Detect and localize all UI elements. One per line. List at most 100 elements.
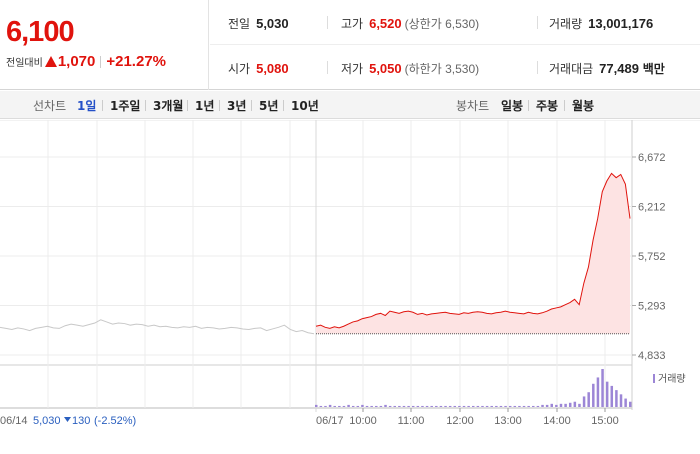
volume-bar <box>513 405 517 407</box>
volume-bar <box>522 405 526 407</box>
divider <box>219 100 220 111</box>
price-chart-svg: 6,672 6,212 5,752 5,293 4,833 06/14 06/17 10:0… <box>0 119 700 427</box>
stat-label: 고가 <box>341 17 364 31</box>
x-tick-label: 13:00 <box>494 415 522 427</box>
volume-bar <box>555 404 558 407</box>
stat-unit: 백만 <box>642 62 665 76</box>
volume-bar <box>319 405 323 407</box>
volume-bar <box>384 404 387 407</box>
tab-1d[interactable]: 1일 <box>77 99 97 113</box>
volume-bar <box>610 385 614 407</box>
volume-bar <box>416 405 420 407</box>
quote-header: 6,100 전일대비 1,070 +21.27% 전일 5,030 고가 6,520… <box>0 0 700 90</box>
prev-day-line <box>0 319 315 335</box>
tab-5y[interactable]: 5년 <box>259 99 279 113</box>
today-date-label: 06/17 <box>316 415 344 427</box>
volume-bar <box>351 405 355 407</box>
volume-bar <box>550 403 553 407</box>
volume-bar <box>624 398 627 407</box>
volume-bar <box>347 404 350 407</box>
line-chart-label: 선차트 <box>33 99 67 113</box>
divider <box>145 100 146 111</box>
tab-1y[interactable]: 1년 <box>195 99 215 113</box>
tab-weekly-candle[interactable]: 주봉 <box>536 99 559 113</box>
volume-bar <box>564 403 567 407</box>
volume-bar <box>462 405 466 407</box>
y-tick-label: 5,293 <box>638 301 666 313</box>
prev-change-value: 130 <box>72 415 90 427</box>
volume-bar <box>342 405 346 407</box>
tab-daily-candle[interactable]: 일봉 <box>501 99 524 113</box>
volume-bar <box>458 405 461 407</box>
tab-3m[interactable]: 3개월 <box>153 99 184 113</box>
prev-change-percent: (-2.52%) <box>94 415 136 427</box>
y-tick-label: 6,672 <box>638 152 666 164</box>
divider <box>564 100 565 111</box>
stat-label: 전일 <box>228 17 251 31</box>
volume-bar <box>388 405 392 407</box>
volume-bar <box>495 405 498 407</box>
volume-bar <box>532 405 535 407</box>
candle-chart-label: 봉차트 <box>456 99 490 113</box>
volume-bar <box>448 405 452 407</box>
change-percent: +21.27% <box>106 53 166 70</box>
volume-bar <box>365 405 369 407</box>
volume-bar <box>370 405 373 407</box>
volume-bar <box>421 405 424 407</box>
chart-period-tabs: 선차트 1일 1주일 3개월 1년 3년 5년 10년 봉차트 일봉 주봉 월봉 <box>0 91 700 119</box>
volume-bar <box>582 396 586 407</box>
volume-bar <box>481 405 484 407</box>
volume-bar <box>425 405 429 407</box>
volume-bar <box>578 403 581 407</box>
tab-monthly-candle[interactable]: 월봉 <box>572 99 595 113</box>
volume-bar <box>324 405 327 407</box>
stats-row-2: 시가 5,080 저가 5,050 (하한가 3,530) 거래대금 77,489 백만 <box>210 45 700 90</box>
y-tick-label: 5,752 <box>638 251 666 263</box>
stat-value: 6,520 <box>369 16 402 31</box>
tab-1w[interactable]: 1주일 <box>110 99 141 113</box>
volume-bar <box>356 405 360 407</box>
stat-label: 거래대금 <box>549 62 594 76</box>
change-label: 전일대비 <box>6 58 43 69</box>
volume-bar <box>615 390 618 407</box>
prev-day-info: 5,030 130 (-2.52%) <box>33 415 136 427</box>
volume-bar <box>499 405 503 407</box>
stat-sub: (하한가 3,530) <box>404 62 480 76</box>
y-tick-label: 6,212 <box>638 202 666 214</box>
volume-bar <box>444 405 447 407</box>
volume-bar <box>361 404 364 407</box>
divider <box>283 100 284 111</box>
y-axis-ticks: 6,672 6,212 5,752 5,293 4,833 <box>638 152 666 362</box>
volume-bar <box>453 405 457 407</box>
divider <box>100 55 102 68</box>
volume-bar <box>338 405 341 407</box>
change-value: 1,070 <box>57 53 96 70</box>
volume-bar <box>476 405 480 407</box>
stats-row-1: 전일 5,030 고가 6,520 (상한가 6,530) 거래량 13,001,176 <box>210 0 700 45</box>
volume-bar <box>536 405 540 407</box>
stat-low: 저가 5,050 (하한가 3,530) <box>341 60 479 77</box>
current-price: 6,100 <box>6 16 75 48</box>
x-tick-label: 12:00 <box>446 415 474 427</box>
up-arrow-icon <box>44 56 57 67</box>
change-row: 전일대비 1,070 +21.27% <box>6 53 166 70</box>
volume-bar <box>596 377 600 407</box>
tab-10y[interactable]: 10년 <box>291 99 319 113</box>
stat-value: 5,030 <box>256 16 289 31</box>
prev-close-value: 5,030 <box>33 415 61 427</box>
volume-bar <box>619 394 623 407</box>
volume-legend-swatch <box>653 374 655 383</box>
divider <box>327 16 328 29</box>
stat-value: 5,080 <box>256 61 289 76</box>
volume-bar <box>587 392 590 407</box>
divider <box>187 100 188 111</box>
today-area <box>316 173 630 334</box>
volume-bar <box>485 405 489 407</box>
volume-bar <box>605 381 609 407</box>
tab-3y[interactable]: 3년 <box>227 99 247 113</box>
volume-bar <box>472 405 475 407</box>
stat-label: 거래량 <box>549 17 583 31</box>
stat-prev-close: 전일 5,030 <box>228 15 289 32</box>
volume-bar <box>435 405 438 407</box>
volume-bar <box>568 402 572 407</box>
